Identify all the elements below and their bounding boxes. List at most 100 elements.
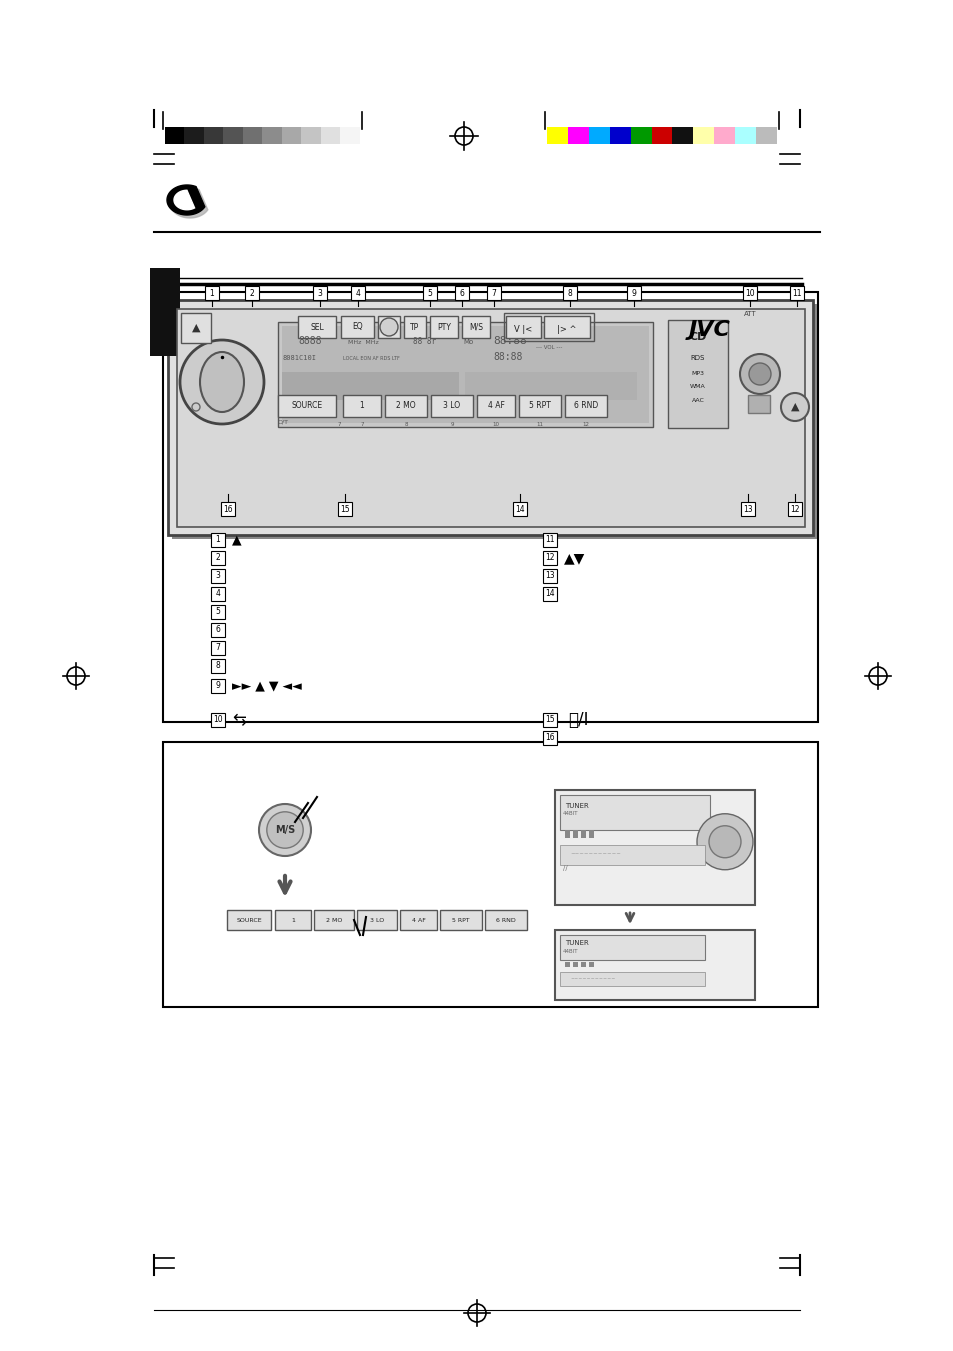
Text: O/T: O/T — [277, 420, 289, 426]
Bar — [385, 394, 427, 417]
Text: 7: 7 — [215, 643, 220, 653]
Text: ATT: ATT — [743, 311, 756, 317]
Bar — [177, 309, 804, 527]
Text: 9: 9 — [215, 681, 220, 690]
Bar — [567, 127, 589, 145]
Text: 10: 10 — [213, 716, 223, 724]
Bar — [564, 394, 606, 417]
Bar — [301, 127, 321, 145]
Bar — [282, 372, 458, 400]
Bar — [377, 316, 399, 338]
Bar — [430, 316, 457, 338]
Bar — [580, 830, 585, 838]
Bar — [564, 962, 569, 967]
Text: 5 RPT: 5 RPT — [529, 401, 551, 411]
Circle shape — [267, 812, 303, 848]
Circle shape — [180, 340, 264, 424]
Text: 12: 12 — [582, 422, 589, 427]
Text: 44BIT: 44BIT — [562, 811, 578, 816]
Circle shape — [379, 317, 397, 336]
Bar — [211, 534, 225, 547]
Text: 8888: 8888 — [297, 336, 321, 346]
Bar — [518, 394, 560, 417]
Text: 8081C10I: 8081C10I — [283, 355, 316, 361]
Bar — [580, 962, 585, 967]
Bar — [150, 267, 180, 357]
Text: //: // — [562, 865, 567, 871]
Text: 9: 9 — [450, 422, 454, 427]
Bar — [461, 316, 490, 338]
Bar — [223, 127, 243, 145]
Bar — [277, 394, 335, 417]
Text: PTY: PTY — [436, 323, 451, 331]
Text: SEL: SEL — [310, 323, 323, 331]
Bar — [205, 286, 219, 300]
Bar — [562, 286, 577, 300]
Bar — [476, 394, 515, 417]
Text: 16: 16 — [223, 504, 233, 513]
Text: 6 RND: 6 RND — [574, 401, 598, 411]
Bar — [559, 844, 704, 865]
Text: 15: 15 — [544, 716, 555, 724]
Text: 5: 5 — [427, 289, 432, 297]
Bar — [356, 911, 396, 929]
Bar — [464, 372, 637, 400]
Bar — [165, 127, 185, 145]
Text: 4: 4 — [355, 289, 360, 297]
Text: SOURCE: SOURCE — [236, 917, 261, 923]
Text: 3 LO: 3 LO — [443, 401, 460, 411]
Text: EQ: EQ — [352, 323, 362, 331]
Bar — [431, 394, 473, 417]
Bar — [455, 286, 469, 300]
Text: 2: 2 — [250, 289, 254, 297]
Text: 14: 14 — [515, 504, 524, 513]
Text: ▲: ▲ — [192, 323, 200, 332]
Bar — [588, 127, 610, 145]
Text: MP3: MP3 — [691, 372, 703, 376]
Bar — [227, 911, 271, 929]
Text: 88:88: 88:88 — [493, 353, 522, 362]
Text: 12: 12 — [789, 504, 799, 513]
Ellipse shape — [200, 353, 244, 412]
Bar — [211, 551, 225, 565]
Bar — [351, 286, 365, 300]
Bar — [399, 911, 436, 929]
Text: 4 AF: 4 AF — [411, 917, 425, 923]
Text: 6: 6 — [215, 626, 220, 635]
Bar — [573, 830, 578, 838]
Text: M/S: M/S — [469, 323, 482, 331]
Text: 12: 12 — [545, 554, 554, 562]
Bar — [742, 286, 757, 300]
Text: 1: 1 — [359, 401, 364, 411]
Bar — [486, 286, 500, 300]
Text: 3: 3 — [215, 571, 220, 581]
Circle shape — [748, 363, 770, 385]
Bar — [163, 742, 817, 1006]
Bar — [667, 320, 727, 428]
Text: 4: 4 — [215, 589, 220, 598]
Bar — [403, 316, 426, 338]
Bar — [559, 971, 704, 986]
Bar — [672, 127, 693, 145]
Bar — [313, 286, 327, 300]
Text: 3: 3 — [317, 289, 322, 297]
Text: 10: 10 — [492, 422, 499, 427]
Bar — [559, 794, 709, 830]
Polygon shape — [167, 185, 205, 215]
Polygon shape — [173, 190, 194, 209]
Text: TUNER: TUNER — [564, 802, 588, 809]
Text: 8: 8 — [215, 662, 220, 670]
Text: SOURCE: SOURCE — [291, 401, 322, 411]
Text: 1: 1 — [291, 917, 294, 923]
Bar — [787, 503, 801, 516]
Circle shape — [708, 825, 740, 858]
Bar — [542, 551, 557, 565]
Text: --- VOL ---: --- VOL --- — [536, 345, 561, 350]
Bar — [651, 127, 672, 145]
Bar — [282, 326, 648, 423]
Bar — [542, 586, 557, 601]
Bar — [626, 286, 640, 300]
Text: ⇆: ⇆ — [232, 711, 246, 730]
Text: 10: 10 — [744, 289, 754, 297]
Text: 7: 7 — [360, 422, 363, 427]
